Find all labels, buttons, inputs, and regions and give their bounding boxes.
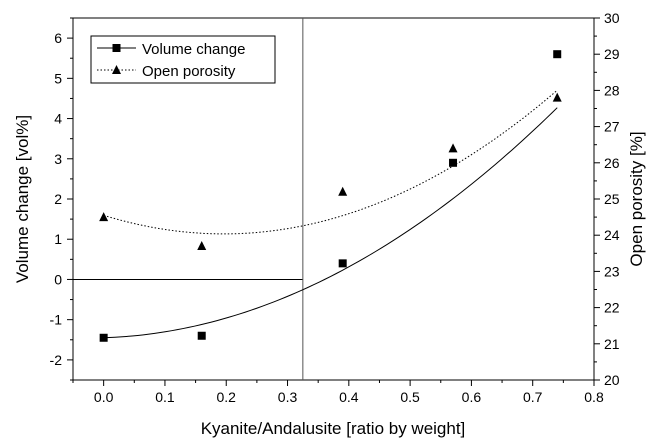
data-point-volume-change xyxy=(99,333,108,342)
y-left-tick-label: 2 xyxy=(54,191,62,207)
legend-marker-open-porosity xyxy=(112,65,121,74)
x-tick-label: 0.7 xyxy=(523,389,543,405)
y-left-tick-label: 3 xyxy=(54,151,62,167)
data-point-open-porosity xyxy=(197,241,207,251)
y-left-tick-label: 5 xyxy=(54,70,62,86)
x-tick-label: 0.3 xyxy=(278,389,298,405)
fit-curve-volume-change xyxy=(103,107,558,339)
y-right-tick-label: 29 xyxy=(604,46,620,62)
x-tick-label: 0.1 xyxy=(155,389,175,405)
data-point-volume-change xyxy=(553,50,562,59)
y-right-tick-label: 20 xyxy=(604,372,620,388)
data-point-open-porosity xyxy=(552,92,562,102)
legend: Volume change Open porosity xyxy=(90,35,276,84)
data-point-open-porosity xyxy=(338,186,348,196)
data-markers xyxy=(99,50,562,342)
y-right-tick-label: 25 xyxy=(604,191,620,207)
y-right-tick-label: 24 xyxy=(604,227,620,243)
legend-label-volume-change: Volume change xyxy=(142,41,245,58)
data-point-volume-change xyxy=(197,331,206,340)
legend-marker-volume-change xyxy=(112,44,121,52)
x-axis-title: Kyanite/Andalusite [ratio by weight] xyxy=(201,419,466,438)
y-axis-right-title: Open porosity [%] xyxy=(627,131,646,266)
y-right-tick-label: 27 xyxy=(604,119,620,135)
y-right-tick-label: 21 xyxy=(604,336,620,352)
data-point-open-porosity xyxy=(448,143,458,153)
fit-curve-open-porosity xyxy=(103,89,558,235)
data-point-volume-change xyxy=(338,259,347,268)
y-left-tick-label: 0 xyxy=(54,271,62,287)
y-left-tick-label: -2 xyxy=(50,352,63,368)
y-right-tick-label: 30 xyxy=(604,10,620,26)
y-left-tick-label: 6 xyxy=(54,30,62,46)
data-point-volume-change xyxy=(449,158,458,167)
y-left-tick-label: 1 xyxy=(54,231,62,247)
x-tick-label: 0.8 xyxy=(584,389,604,405)
data-point-open-porosity xyxy=(99,212,109,222)
x-tick-label: 0.6 xyxy=(462,389,482,405)
x-tick-label: 0.5 xyxy=(400,389,420,405)
y-right-tick-label: 26 xyxy=(604,155,620,171)
legend-box xyxy=(90,35,276,84)
y-left-tick-label: 4 xyxy=(54,111,62,127)
y-left-tick-label: -1 xyxy=(50,312,63,328)
y-right-tick-label: 23 xyxy=(604,263,620,279)
y-axis-left: -2 -1 0 1 2 3 4 5 6 xyxy=(50,17,73,381)
y-right-tick-label: 28 xyxy=(604,82,620,98)
legend-label-open-porosity: Open porosity xyxy=(142,63,236,80)
y-right-tick-label: 22 xyxy=(604,300,620,316)
x-tick-label: 0.4 xyxy=(339,389,359,405)
x-tick-label: 0.2 xyxy=(217,389,237,405)
reference-lines xyxy=(73,18,304,380)
x-axis: 0.0 0.1 0.2 0.3 0.4 0.5 0.6 0.7 0.8 xyxy=(72,380,604,405)
y-axis-left-title: Volume change [vol%] xyxy=(13,115,32,283)
fit-curves xyxy=(103,89,558,339)
y-axis-right: 20 21 22 23 24 25 26 27 28 29 30 xyxy=(594,10,620,388)
x-tick-label: 0.0 xyxy=(94,389,114,405)
